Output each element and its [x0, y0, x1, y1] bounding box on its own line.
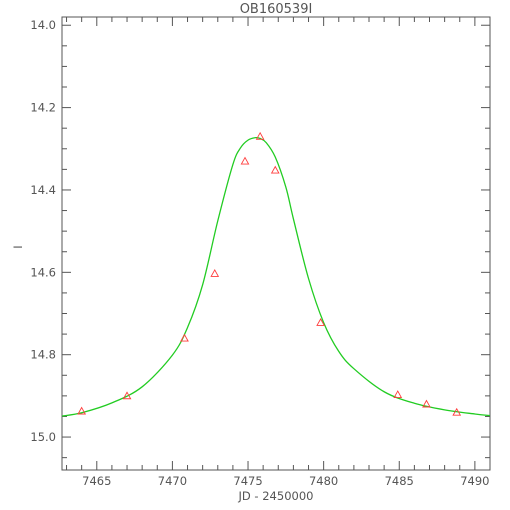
data-points-layer [77, 131, 462, 416]
data-point [393, 390, 403, 398]
y-tick-label: 14.0 [30, 18, 56, 32]
data-point [452, 407, 462, 416]
data-point [255, 131, 265, 140]
data-point [316, 318, 325, 326]
x-tick-label: 7465 [82, 474, 111, 488]
y-axis-label: I [11, 245, 25, 248]
y-tick-label: 14.8 [30, 348, 56, 362]
data-point [180, 333, 189, 342]
model-curve-layer [61, 136, 491, 417]
data-point [122, 391, 132, 400]
axis-tick-labels: 7465 7470 7475 7480 7485 7490 14.0 14.2 14.4 14.6… [30, 18, 489, 488]
x-axis-label: JD - 2450000 [238, 489, 314, 503]
chart-title: OB160539I [240, 2, 313, 17]
y-tick-label: 14.4 [30, 183, 56, 197]
x-tick-label: 7470 [158, 474, 187, 488]
y-tick-label: 15.0 [30, 430, 56, 444]
data-point [240, 156, 250, 165]
x-tick-label: 7490 [460, 474, 489, 488]
y-tick-label: 14.2 [30, 101, 56, 115]
axis-ticks [62, 17, 491, 470]
x-tick-label: 7475 [233, 474, 262, 488]
data-point [422, 399, 431, 408]
model-curve [61, 136, 491, 417]
x-tick-label: 7480 [309, 474, 338, 488]
x-tick-label: 7485 [385, 474, 414, 488]
y-tick-label: 14.6 [30, 265, 56, 279]
data-point [210, 269, 220, 277]
data-point [270, 165, 280, 174]
data-point [77, 406, 87, 415]
plot-frame [61, 16, 491, 471]
